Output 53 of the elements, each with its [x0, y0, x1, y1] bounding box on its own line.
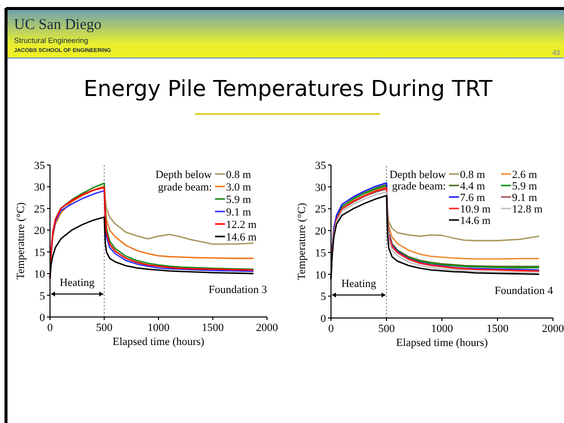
- legend-label: 10.9 m: [460, 204, 491, 216]
- legend-title: Depth below grade beam:: [389, 169, 446, 192]
- legend-label: 0.8 m: [226, 169, 252, 181]
- y-tick-label: 15: [34, 246, 46, 259]
- legend-label: 12.8 m: [512, 204, 543, 216]
- legend-label: 2.6 m: [512, 169, 538, 181]
- x-tick-label: 2000: [542, 323, 564, 335]
- y-tick-label: 10: [315, 269, 326, 282]
- y-tick-label: 35: [34, 160, 46, 172]
- y-tick-label: 35: [315, 160, 326, 172]
- x-tick-label: 500: [378, 323, 396, 335]
- x-axis-title: Elapsed time (hours): [112, 336, 205, 348]
- x-tick-label: 2000: [256, 322, 278, 334]
- legend-label: 14.6 m: [460, 215, 491, 227]
- y-tick-label: 0: [320, 313, 326, 325]
- legend-label: 0.8 m: [460, 169, 486, 181]
- x-tick-label: 1500: [202, 322, 224, 334]
- legend-label: 3.0 m: [226, 182, 252, 194]
- annotation: Heating: [60, 277, 96, 289]
- x-tick-label: 1000: [431, 323, 454, 335]
- x-tick-label: 0: [47, 322, 54, 334]
- chart-title: Energy Pile Temperatures During TRT: [84, 77, 493, 102]
- legend-label: 12.2 m: [226, 219, 257, 231]
- y-tick-label: 5: [40, 290, 46, 302]
- y-axis-title: Temperature (°C): [296, 202, 308, 280]
- y-tick-label: 25: [315, 204, 326, 216]
- text: UC San Diego: [14, 17, 102, 33]
- x-tick-label: 1000: [148, 322, 170, 334]
- y-tick-label: 30: [315, 182, 326, 194]
- y-tick-label: 25: [34, 203, 46, 216]
- x-tick-label: 500: [96, 322, 113, 334]
- y-tick-label: 10: [34, 268, 46, 281]
- y-tick-label: 15: [315, 247, 326, 260]
- y-tick-label: 20: [34, 225, 46, 238]
- legend-label: 5.9 m: [226, 194, 252, 206]
- legend-label: 14.6 m: [226, 232, 257, 244]
- x-tick-label: 1500: [486, 323, 509, 335]
- annotation: Heating: [341, 278, 377, 290]
- legend-title: Depth below grade beam:: [155, 169, 212, 194]
- y-axis-title: Temperature (°C): [15, 202, 27, 280]
- legend-label: 5.9 m: [512, 180, 538, 192]
- y-tick-label: 5: [320, 291, 326, 304]
- x-tick-label: 0: [328, 323, 334, 335]
- legend-label: 7.6 m: [460, 192, 486, 204]
- x-axis-title: Elapsed time (hours): [396, 337, 488, 349]
- y-tick-label: 0: [40, 312, 46, 324]
- legend-label: 4.4 m: [460, 180, 486, 192]
- legend-label: 9.1 m: [226, 206, 252, 218]
- legend-label: 9.1 m: [512, 192, 538, 204]
- annotation: Foundation 4: [494, 285, 554, 297]
- annotation: Foundation 3: [208, 284, 268, 296]
- y-tick-label: 30: [34, 182, 46, 194]
- y-tick-label: 20: [315, 226, 326, 238]
